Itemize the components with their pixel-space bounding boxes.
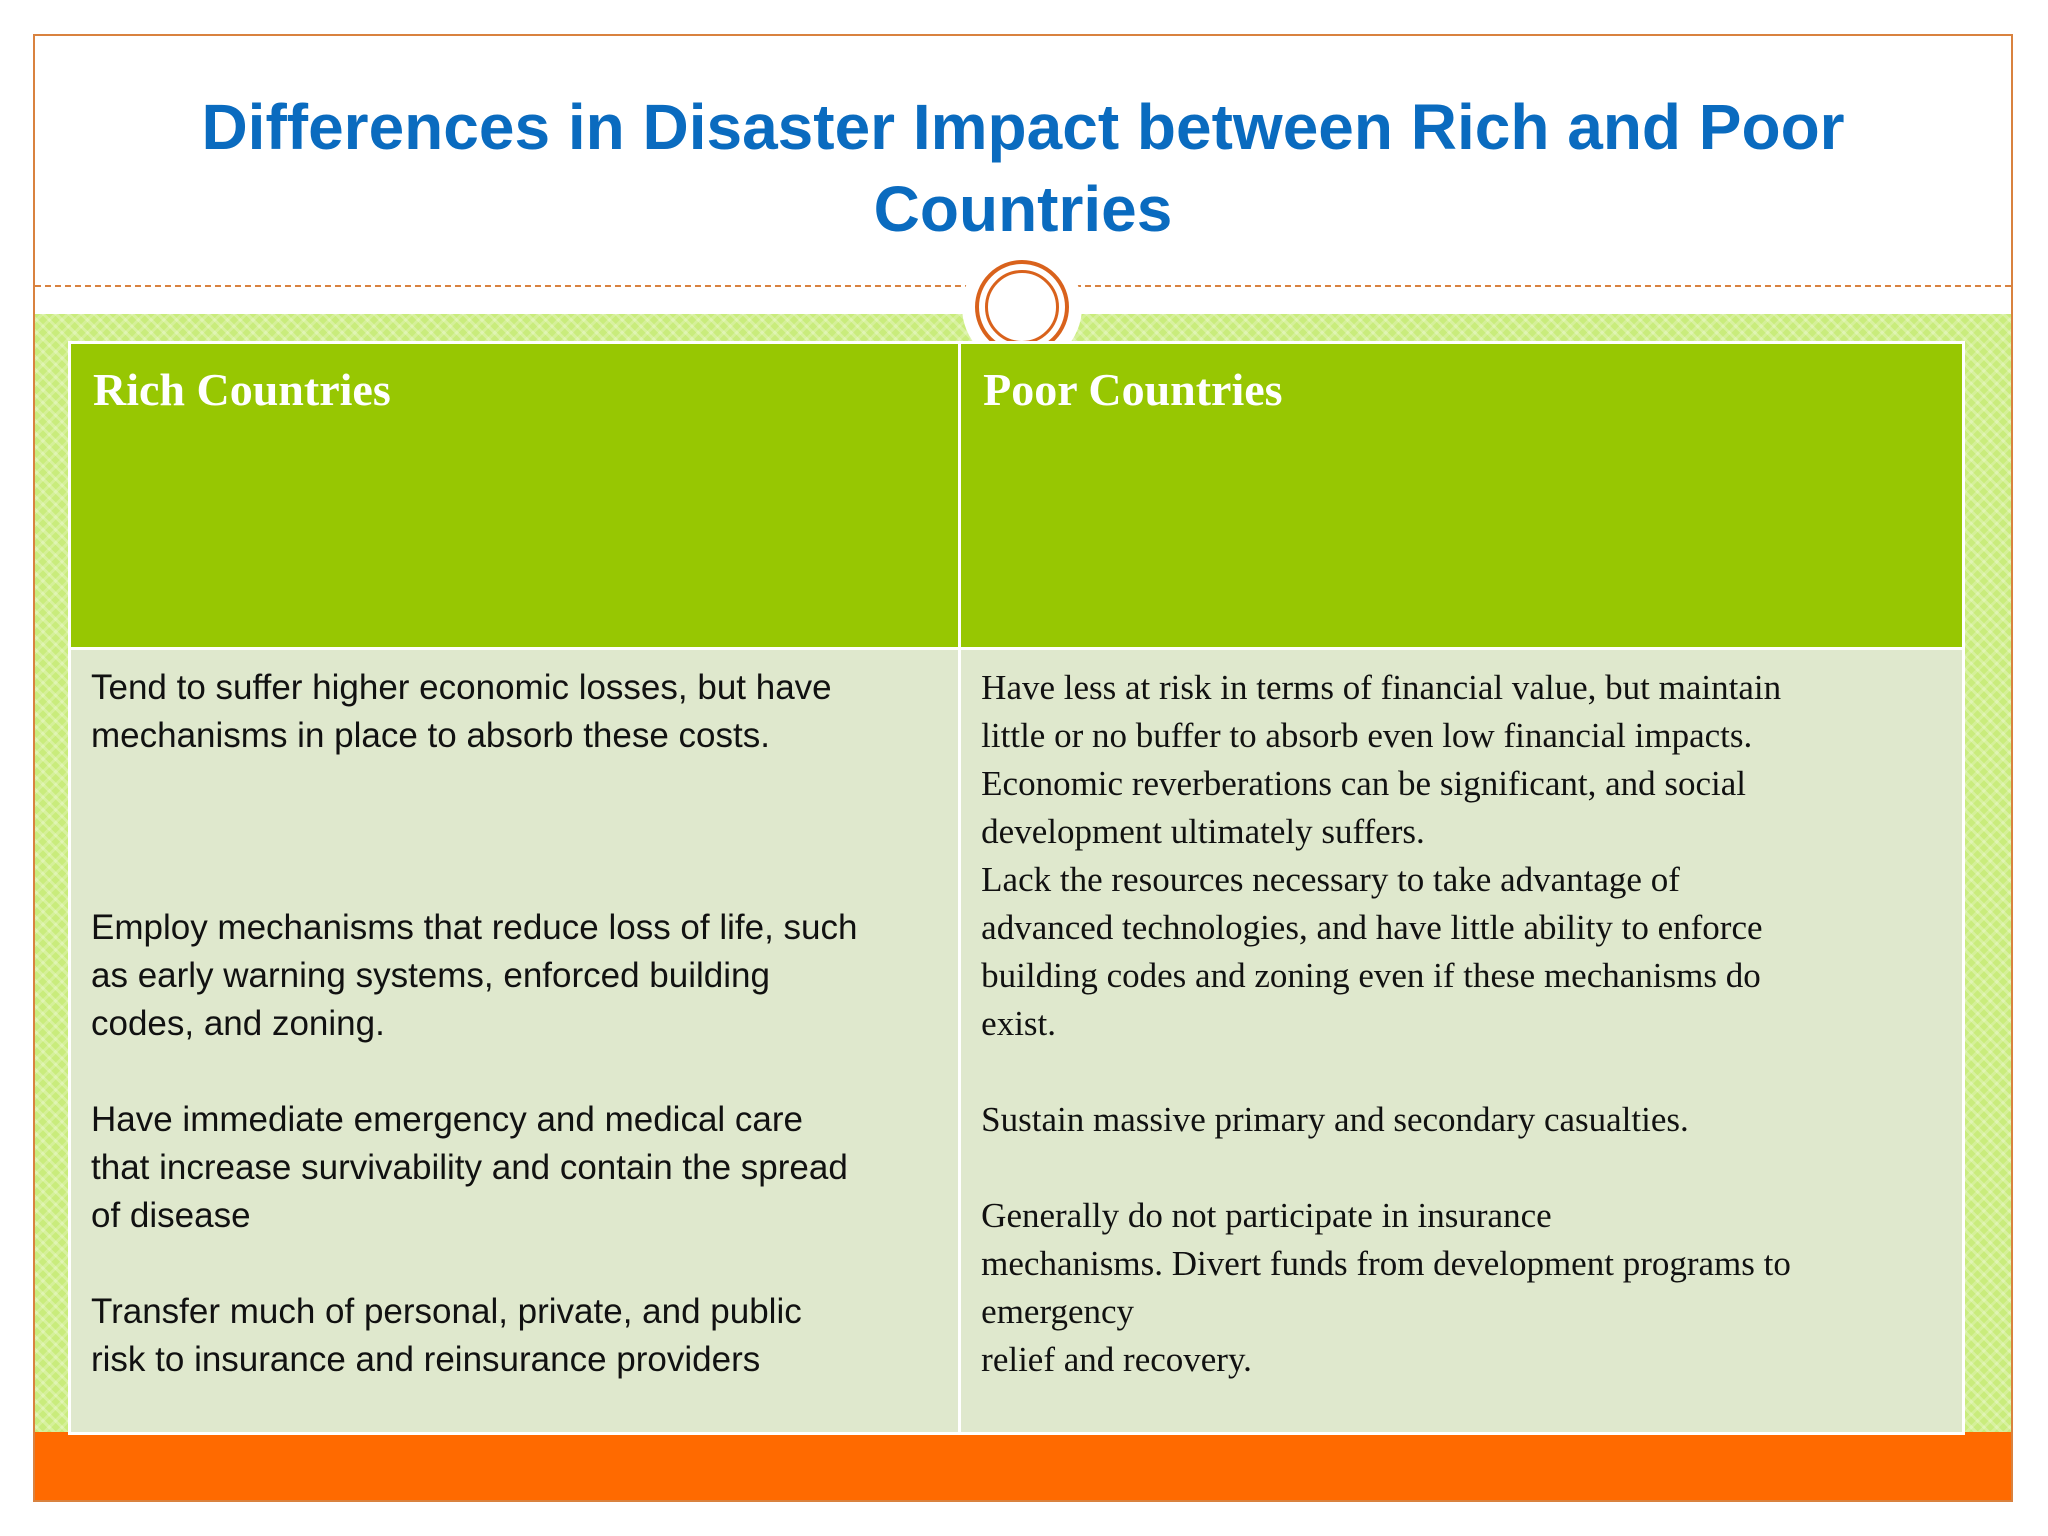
rich-countries-cell: Tend to suffer higher economic losses, b… — [67, 647, 962, 1435]
comparison-table: Rich Countries Poor Countries Tend to su… — [67, 341, 1965, 1435]
slide: Differences in Disaster Impact between R… — [33, 34, 2013, 1502]
poor-countries-header: Poor Countries — [958, 341, 1965, 650]
poor-countries-cell: Have less at risk in terms of financial … — [958, 647, 1965, 1435]
footer-orange-bar — [35, 1432, 2011, 1500]
poor-countries-text: Have less at risk in terms of financial … — [981, 668, 1791, 1379]
table-row: Tend to suffer higher economic losses, b… — [67, 647, 1965, 1435]
double-ring-circle-icon — [975, 260, 1069, 354]
rich-countries-text: Tend to suffer higher economic losses, b… — [91, 668, 858, 1379]
rich-countries-header: Rich Countries — [67, 341, 962, 650]
slide-title: Differences in Disaster Impact between R… — [201, 91, 1845, 245]
table-header-row: Rich Countries Poor Countries — [67, 341, 1965, 650]
